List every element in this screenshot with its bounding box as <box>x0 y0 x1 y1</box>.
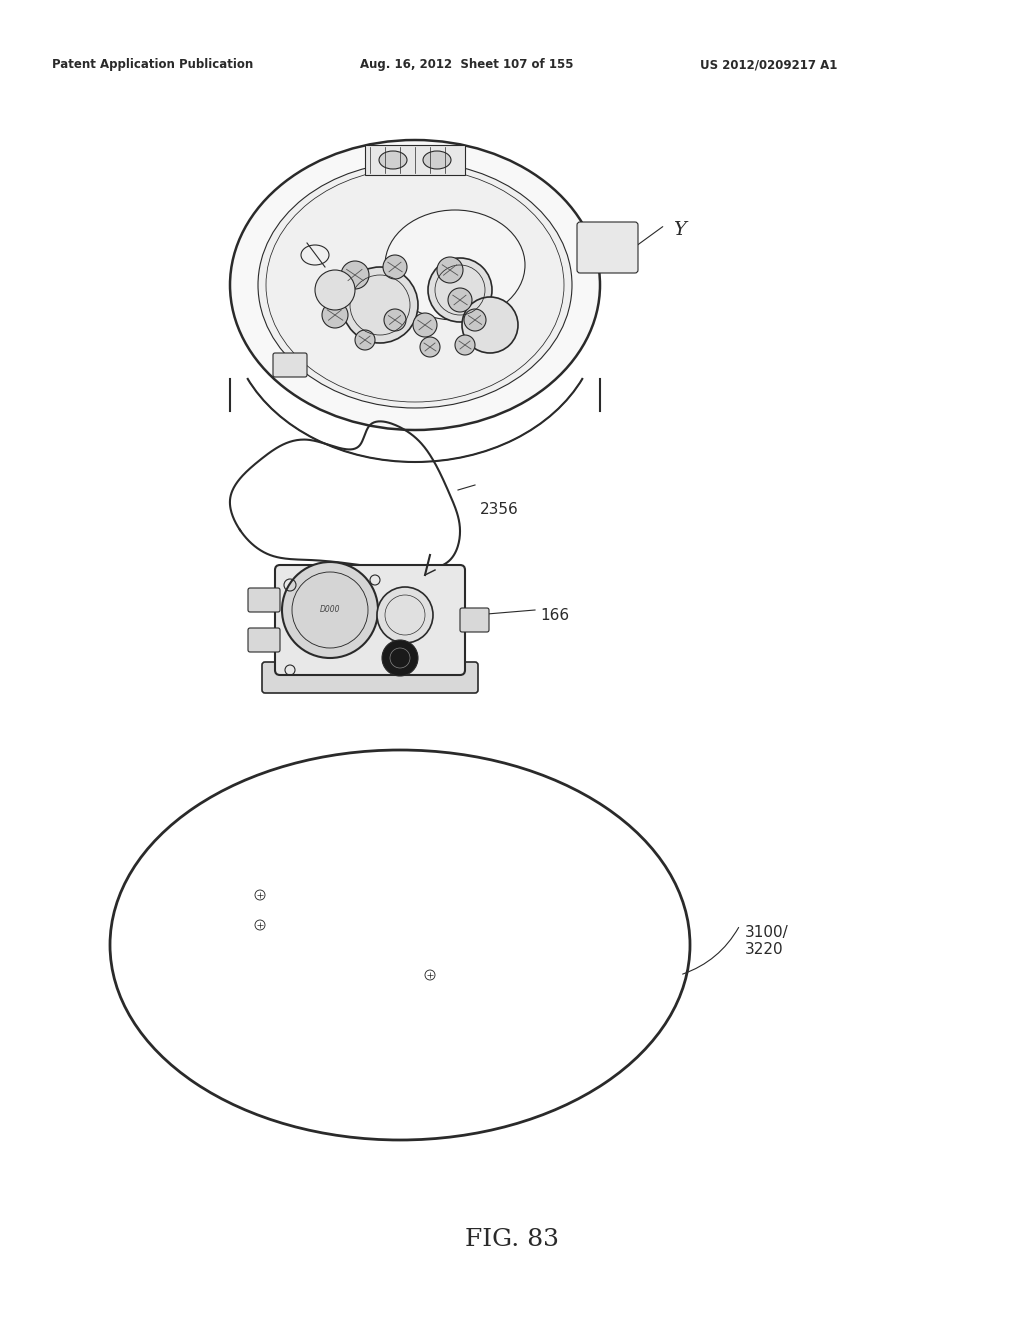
Ellipse shape <box>379 150 407 169</box>
FancyBboxPatch shape <box>273 352 307 378</box>
FancyBboxPatch shape <box>248 587 280 612</box>
Circle shape <box>383 255 407 279</box>
FancyBboxPatch shape <box>275 565 465 675</box>
Circle shape <box>455 335 475 355</box>
Ellipse shape <box>385 210 525 319</box>
Text: FIG. 83: FIG. 83 <box>465 1229 559 1251</box>
Text: Aug. 16, 2012  Sheet 107 of 155: Aug. 16, 2012 Sheet 107 of 155 <box>360 58 573 71</box>
Circle shape <box>437 257 463 282</box>
Circle shape <box>355 330 375 350</box>
Text: 3100/
3220: 3100/ 3220 <box>745 925 788 957</box>
FancyBboxPatch shape <box>460 609 489 632</box>
Circle shape <box>384 309 406 331</box>
Ellipse shape <box>258 162 572 408</box>
Text: Patent Application Publication: Patent Application Publication <box>52 58 253 71</box>
Text: US 2012/0209217 A1: US 2012/0209217 A1 <box>700 58 838 71</box>
Circle shape <box>462 297 518 352</box>
Circle shape <box>449 288 472 312</box>
FancyBboxPatch shape <box>248 628 280 652</box>
Circle shape <box>428 257 492 322</box>
Bar <box>365 145 465 176</box>
Ellipse shape <box>423 150 451 169</box>
Text: D000: D000 <box>319 606 340 615</box>
Text: 2356: 2356 <box>480 503 519 517</box>
Circle shape <box>342 267 418 343</box>
Circle shape <box>282 562 378 657</box>
Circle shape <box>420 337 440 356</box>
Circle shape <box>464 309 486 331</box>
FancyBboxPatch shape <box>577 222 638 273</box>
Circle shape <box>315 271 355 310</box>
Circle shape <box>413 313 437 337</box>
FancyBboxPatch shape <box>262 663 478 693</box>
Circle shape <box>382 640 418 676</box>
Text: Y: Y <box>673 220 686 239</box>
Ellipse shape <box>230 140 600 430</box>
Circle shape <box>377 587 433 643</box>
Text: 166: 166 <box>540 607 569 623</box>
Circle shape <box>322 302 348 327</box>
Circle shape <box>341 261 369 289</box>
